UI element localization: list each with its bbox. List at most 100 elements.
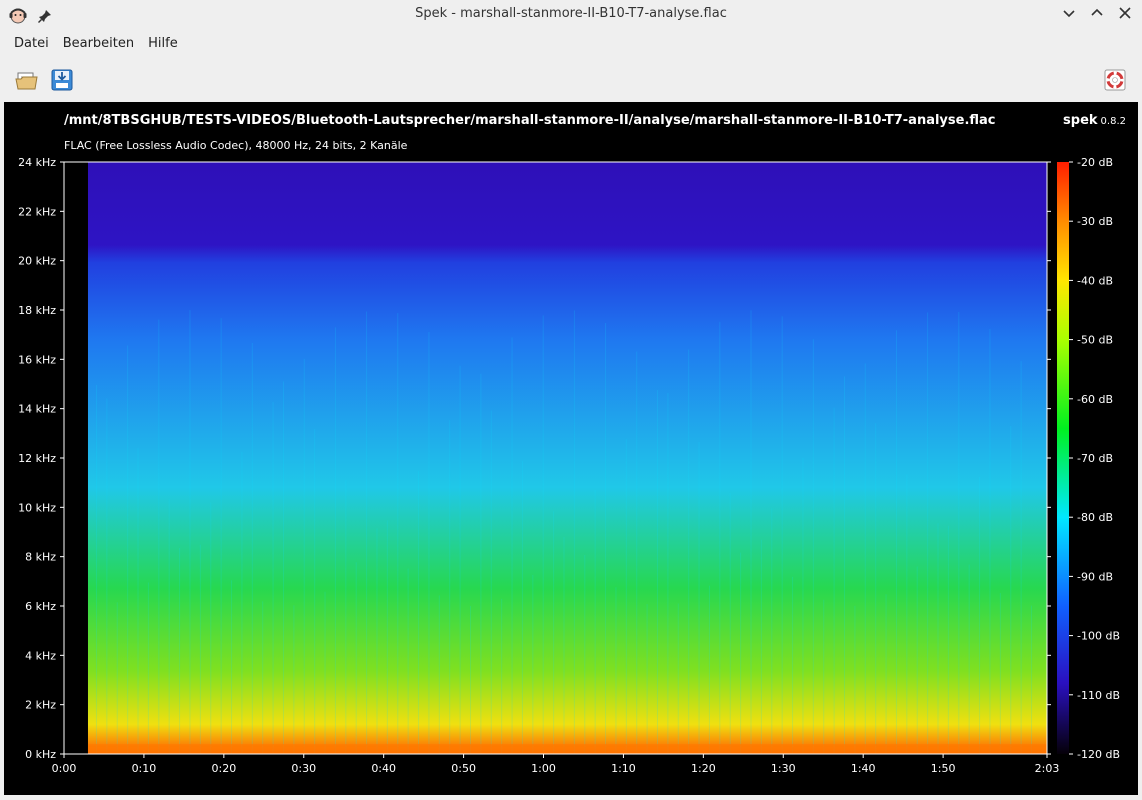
app-version: 0.8.2 bbox=[1100, 116, 1126, 127]
spectrum-streak bbox=[667, 392, 669, 754]
spectrum-streak bbox=[1031, 605, 1033, 754]
spectrum-streak bbox=[521, 461, 523, 754]
spectrum-streak bbox=[334, 327, 336, 754]
spectrum-streak bbox=[179, 547, 181, 754]
spectrum-streak bbox=[345, 480, 347, 754]
spectrum-streak bbox=[875, 423, 877, 754]
y-tick-label: 6 kHz bbox=[25, 600, 56, 613]
legend-tick-label: -20 dB bbox=[1077, 156, 1113, 169]
spectrum-streak bbox=[210, 502, 212, 754]
spectrum-streak bbox=[854, 605, 856, 754]
spectrum-streak bbox=[241, 451, 243, 754]
x-tick-label: 0:50 bbox=[451, 762, 476, 775]
y-tick-label: 14 kHz bbox=[18, 403, 56, 416]
spectrum-streak bbox=[729, 492, 731, 754]
app-brand: spek 0.8.2 bbox=[1063, 113, 1126, 128]
spectrum-streak bbox=[449, 420, 451, 754]
legend-tick-label: -50 dB bbox=[1077, 334, 1113, 347]
toolbar bbox=[0, 58, 1142, 100]
x-tick-label: 1:40 bbox=[851, 762, 876, 775]
spectrum-streak bbox=[189, 310, 191, 754]
y-tick-label: 10 kHz bbox=[18, 501, 56, 514]
spectrum-streak bbox=[999, 593, 1001, 754]
x-tick-label: 1:30 bbox=[771, 762, 796, 775]
spectrum-streak bbox=[750, 310, 752, 754]
legend-tick-label: -90 dB bbox=[1077, 570, 1113, 583]
spectrum-streak bbox=[251, 342, 253, 754]
spectrum-streak bbox=[968, 564, 970, 754]
spectrum-streak bbox=[220, 318, 222, 754]
spectrum-streak bbox=[708, 585, 710, 754]
spectrum-streak bbox=[324, 591, 326, 754]
spectrum-streak bbox=[989, 328, 991, 754]
y-tick-label: 12 kHz bbox=[18, 452, 56, 465]
menu-bar: Datei Bearbeiten Hilfe bbox=[0, 30, 1142, 56]
x-tick-label: 0:20 bbox=[211, 762, 236, 775]
spectrum-streak bbox=[1020, 361, 1022, 754]
spectrogram-panel: /mnt/8TBSGHUB/TESTS-VIDEOS/Bluetooth-Lau… bbox=[4, 102, 1138, 795]
spectrum-streak bbox=[740, 552, 742, 754]
spectrum-streak bbox=[927, 312, 929, 754]
spectrum-streak bbox=[792, 576, 794, 754]
spectrum-streak bbox=[958, 311, 960, 754]
spectrum-streak bbox=[553, 511, 555, 754]
spectrum-streak bbox=[262, 601, 264, 754]
app-name: spek bbox=[1063, 113, 1098, 128]
y-tick-label: 2 kHz bbox=[25, 699, 56, 712]
y-tick-label: 8 kHz bbox=[25, 551, 56, 564]
spectrum-streak bbox=[231, 580, 233, 754]
spectrum-streak bbox=[303, 358, 305, 754]
pin-icon[interactable] bbox=[38, 8, 52, 27]
menu-hilfe[interactable]: Hilfe bbox=[148, 35, 178, 51]
spectrum-streak bbox=[636, 351, 638, 754]
lifebuoy-help-icon[interactable] bbox=[1103, 68, 1127, 92]
x-tick-label: 0:40 bbox=[371, 762, 396, 775]
legend-tick-label: -100 dB bbox=[1077, 630, 1120, 643]
y-tick-label: 18 kHz bbox=[18, 304, 56, 317]
spectrum-streak bbox=[771, 508, 773, 754]
minimize-chevron-icon[interactable] bbox=[1062, 6, 1076, 20]
x-tick-label: 1:20 bbox=[691, 762, 716, 775]
spectrum-streak bbox=[459, 365, 461, 754]
spectrum-streak bbox=[282, 381, 284, 754]
folder-open-icon[interactable] bbox=[15, 68, 39, 92]
spectrum-streak bbox=[573, 310, 575, 754]
spectrum-streak bbox=[158, 319, 160, 754]
spectrum-streak bbox=[511, 337, 513, 754]
spectrum-streak bbox=[532, 574, 534, 754]
menu-datei[interactable]: Datei bbox=[14, 35, 49, 51]
legend-tick-label: -80 dB bbox=[1077, 511, 1113, 524]
spectrum-streak bbox=[147, 582, 149, 754]
spectrum-streak bbox=[199, 544, 201, 754]
close-icon[interactable] bbox=[1118, 6, 1132, 20]
spectrum-streak bbox=[833, 407, 835, 754]
spectrum-streak bbox=[885, 594, 887, 754]
save-download-icon[interactable] bbox=[50, 68, 74, 92]
window-title: Spek - marshall-stanmore-II-B10-T7-analy… bbox=[415, 6, 727, 21]
spectrum-streak bbox=[127, 345, 129, 754]
spectrum-streak bbox=[563, 537, 565, 754]
spectrum-streak bbox=[906, 474, 908, 754]
spectrum-streak bbox=[428, 331, 430, 754]
spectrum-streak bbox=[895, 330, 897, 754]
spectrum-streak bbox=[106, 398, 108, 754]
spectrum-streak bbox=[625, 438, 627, 754]
spectrum-streak bbox=[916, 566, 918, 754]
x-tick-label: 0:00 bbox=[52, 762, 77, 775]
maximize-chevron-icon[interactable] bbox=[1090, 6, 1104, 20]
spectrum-streak bbox=[397, 313, 399, 754]
spectrum-streak bbox=[812, 339, 814, 754]
spectrum-streak bbox=[366, 311, 368, 754]
y-tick-label: 24 kHz bbox=[18, 156, 56, 169]
spectrum-streak bbox=[947, 525, 949, 754]
spectrum-streak bbox=[594, 489, 596, 754]
menu-bearbeiten[interactable]: Bearbeiten bbox=[62, 35, 135, 51]
spectrum-streak bbox=[386, 520, 388, 754]
spectrum-streak bbox=[490, 410, 492, 754]
spectrum-streak bbox=[272, 402, 274, 754]
spectrogram-chart[interactable]: 0 kHz 2 kHz 4 kHz 6 kHz 8 kHz 10 kHz 12 kHz 14 … bbox=[4, 102, 1138, 795]
spectrum-streak bbox=[719, 321, 721, 754]
app-logo-icon bbox=[8, 5, 28, 29]
spectrum-streak bbox=[937, 523, 939, 754]
spectrum-streak bbox=[469, 605, 471, 754]
